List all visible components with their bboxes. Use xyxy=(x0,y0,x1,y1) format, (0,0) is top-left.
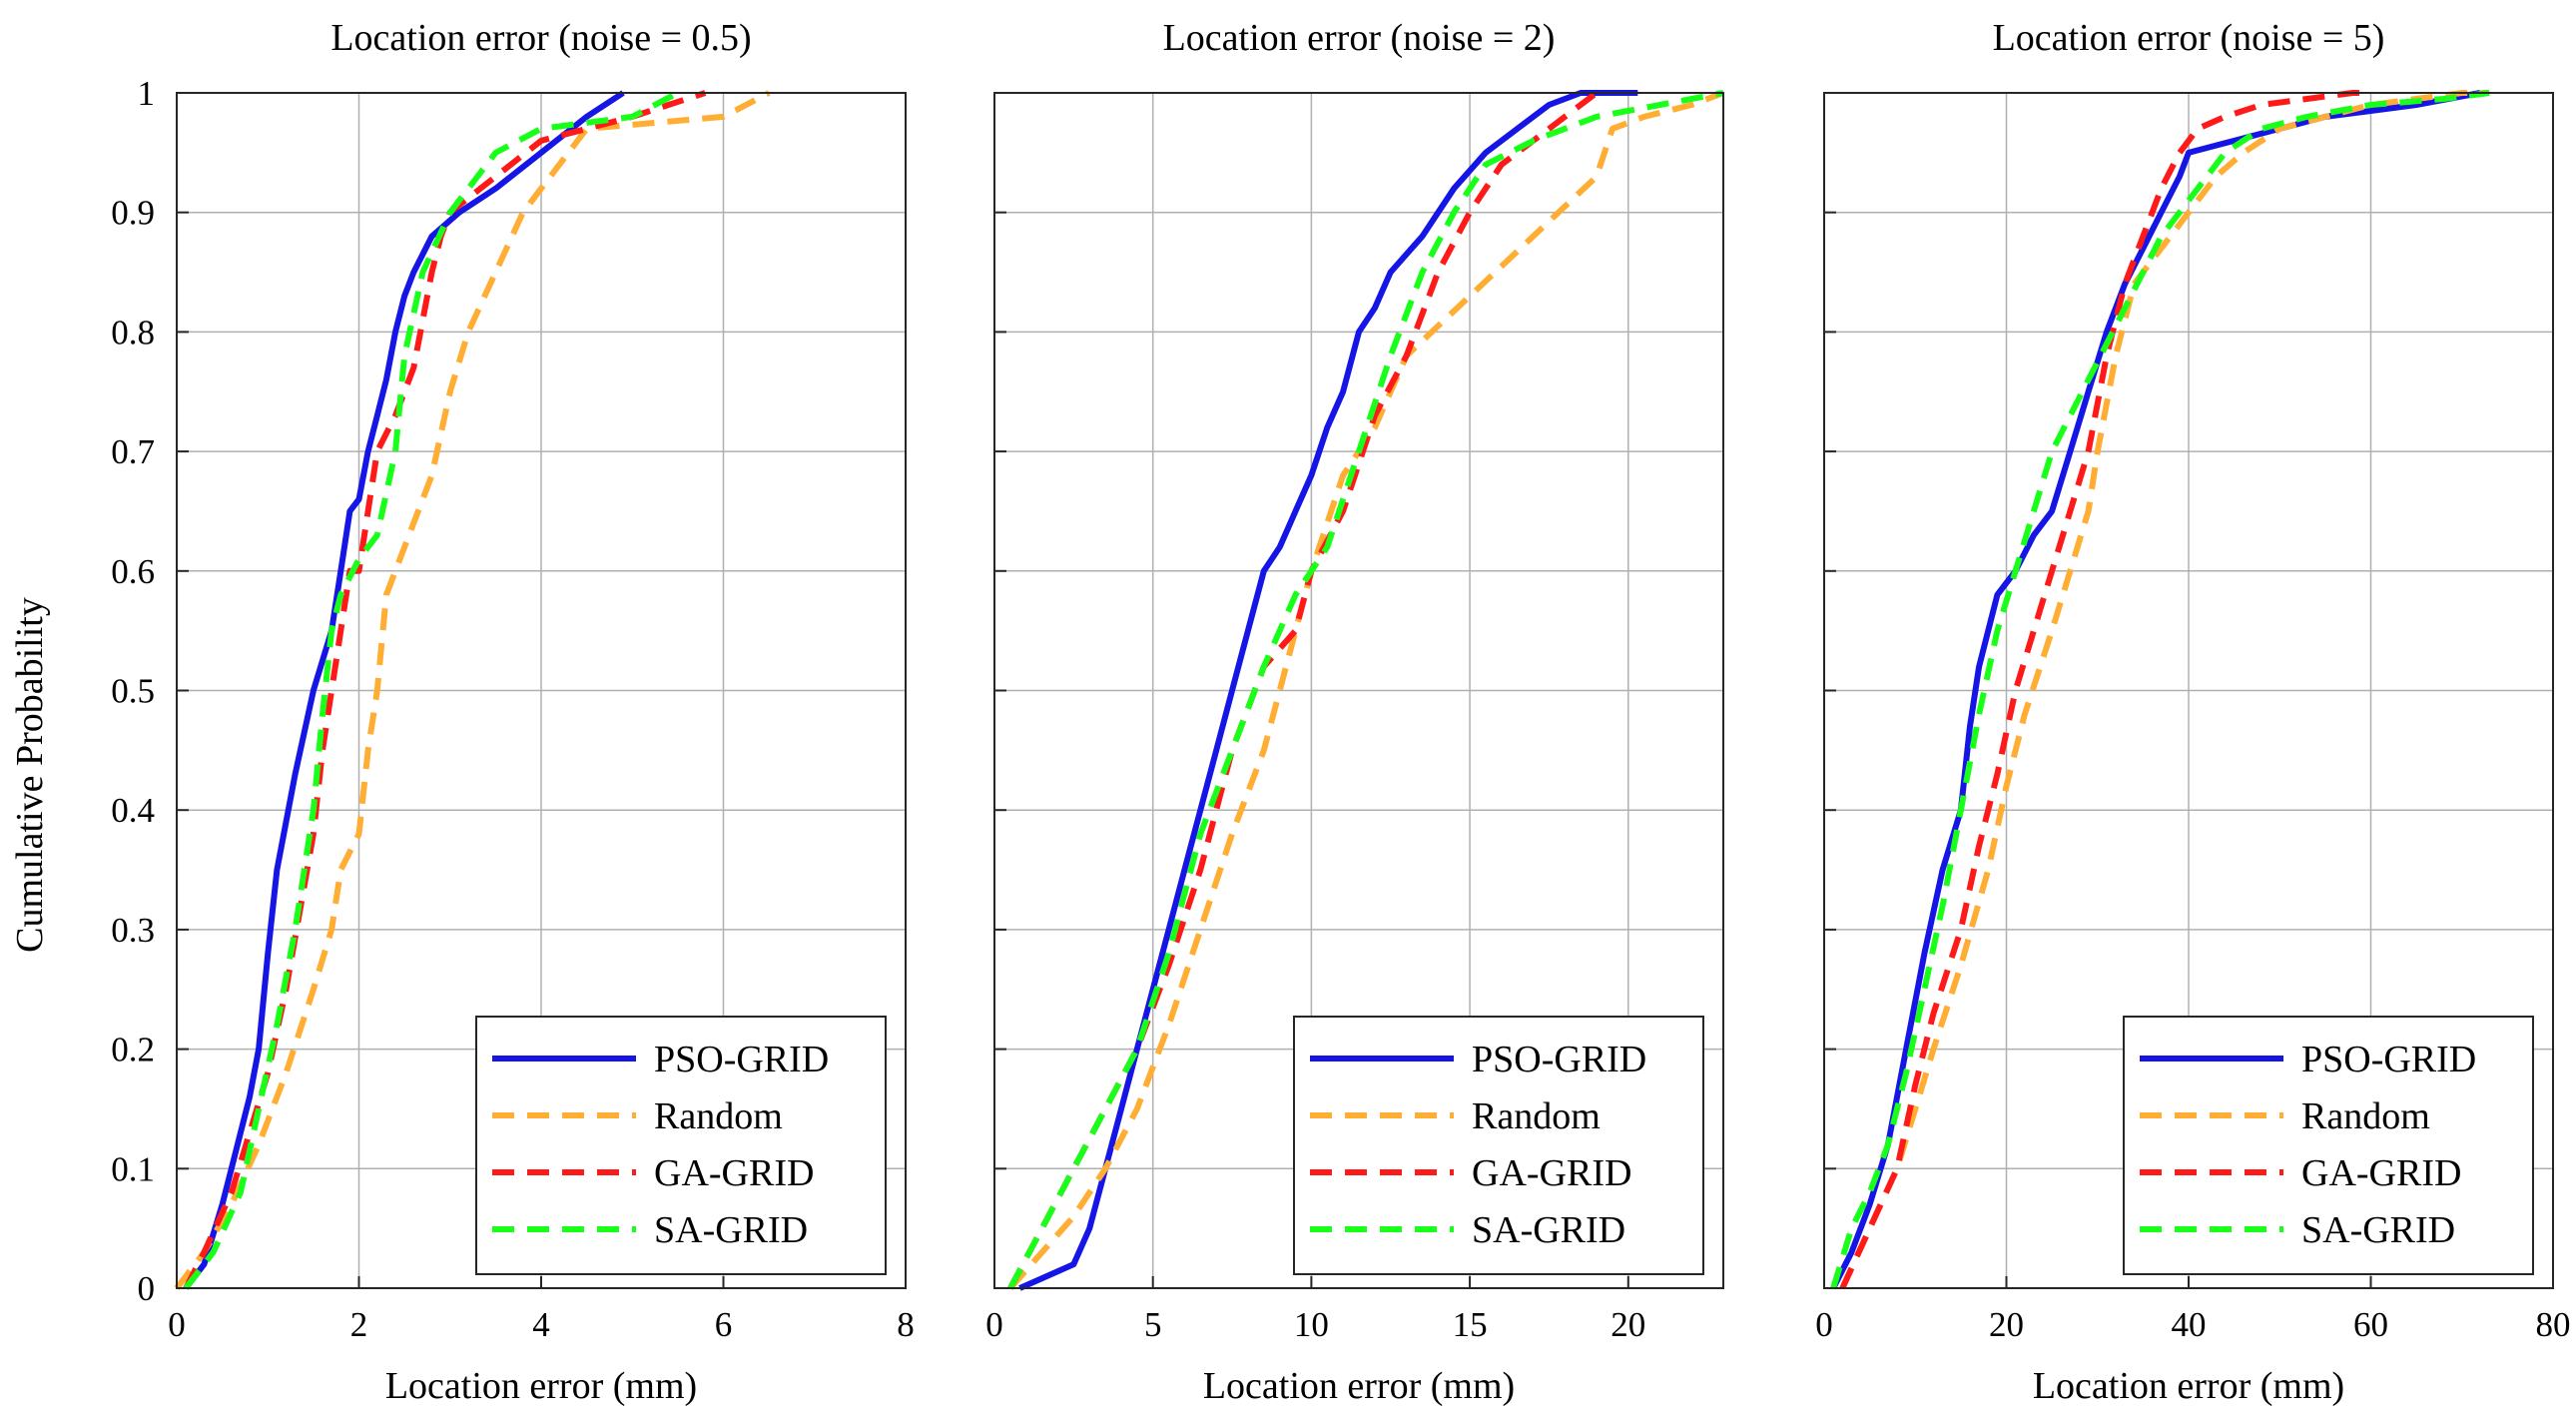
legend-label: SA-GRID xyxy=(654,1209,808,1251)
y-tick-label: 0.1 xyxy=(111,1149,155,1188)
series-line-pso-grid xyxy=(1018,90,1638,1291)
x-tick-label: 5 xyxy=(1144,1305,1162,1344)
legend-label: SA-GRID xyxy=(1472,1209,1625,1251)
series-line-pso-grid xyxy=(183,90,625,1290)
x-tick-label: 40 xyxy=(2172,1305,2207,1344)
x-tick-label: 0 xyxy=(985,1305,1003,1344)
series-line-sa-grid xyxy=(183,90,680,1290)
chart-title: Location error (noise = 5) xyxy=(1993,17,2385,59)
legend: PSO-GRID Random GA-GRID SA-GRID xyxy=(2123,1016,2534,1275)
series-line-pso-grid xyxy=(1830,90,2481,1290)
x-tick-label: 4 xyxy=(532,1305,550,1344)
y-tick-label: 0.6 xyxy=(111,552,155,591)
legend-label: PSO-GRID xyxy=(654,1039,829,1080)
chart-panel-1: 0 2 4 6 8 0 0.1 0.2 0.3 0.4 0.5 0.6 0.7 0.8 0.9 1 Locati… xyxy=(111,17,915,1407)
legend-label: Random xyxy=(654,1095,783,1137)
legend-label: GA-GRID xyxy=(1472,1152,1631,1194)
y-tick-label: 0.2 xyxy=(111,1031,155,1069)
x-tick-label: 20 xyxy=(1989,1305,2024,1344)
x-axis-label: Location error (mm) xyxy=(385,1365,697,1407)
x-tick-label: 6 xyxy=(715,1305,733,1344)
y-tick-label: 0.7 xyxy=(111,432,155,471)
legend: PSO-GRID Random GA-GRID SA-GRID xyxy=(1293,1016,1704,1275)
chart-title: Location error (noise = 2) xyxy=(1163,17,1556,59)
y-tick-label: 0.4 xyxy=(111,791,155,830)
y-axis-label: Cumulative Probability xyxy=(9,597,51,953)
y-tick-label: 0.8 xyxy=(111,313,155,352)
y-tick-label: 0.3 xyxy=(111,911,155,950)
x-tick-label: 10 xyxy=(1294,1305,1329,1344)
x-tick-label: 80 xyxy=(2536,1305,2571,1344)
legend-label: Random xyxy=(1472,1095,1601,1137)
series-line-sa-grid xyxy=(1830,90,2490,1289)
y-tick-label: 0.9 xyxy=(111,194,155,233)
x-tick-label: 20 xyxy=(1610,1305,1645,1344)
x-tick-label: 2 xyxy=(350,1305,368,1344)
series-line-random xyxy=(174,90,771,1290)
x-tick-label: 60 xyxy=(2353,1305,2388,1344)
y-tick-label: 1 xyxy=(138,74,156,113)
series-line-random xyxy=(1839,90,2490,1290)
x-axis-label: Location error (mm) xyxy=(1203,1365,1515,1407)
legend: PSO-GRID Random GA-GRID SA-GRID xyxy=(475,1016,887,1275)
chart-title: Location error (noise = 0.5) xyxy=(330,17,751,59)
x-tick-label: 0 xyxy=(1815,1305,1833,1344)
series-line-ga-grid xyxy=(1839,90,2371,1290)
legend-label: PSO-GRID xyxy=(2301,1039,2476,1080)
series-line-sa-grid xyxy=(1007,90,1724,1290)
chart-panel-3: 0 20 40 60 80 Location error (noise = 5) Locat… xyxy=(1815,17,2570,1407)
x-axis-label: Location error (mm) xyxy=(2033,1365,2344,1407)
legend-label: GA-GRID xyxy=(654,1152,814,1194)
legend-label: GA-GRID xyxy=(2301,1152,2461,1194)
x-tick-label: 0 xyxy=(168,1305,186,1344)
y-tick-label: 0.5 xyxy=(111,672,155,711)
legend-label: Random xyxy=(2301,1095,2430,1137)
y-tick-label: 0 xyxy=(138,1269,156,1308)
x-tick-label: 8 xyxy=(897,1305,915,1344)
legend-label: SA-GRID xyxy=(2301,1209,2455,1251)
x-tick-label: 15 xyxy=(1453,1305,1488,1344)
chart-panel-2: 0 5 10 15 20 Location error (noise = 2) Locati… xyxy=(985,17,1725,1407)
legend-label: PSO-GRID xyxy=(1472,1039,1646,1080)
